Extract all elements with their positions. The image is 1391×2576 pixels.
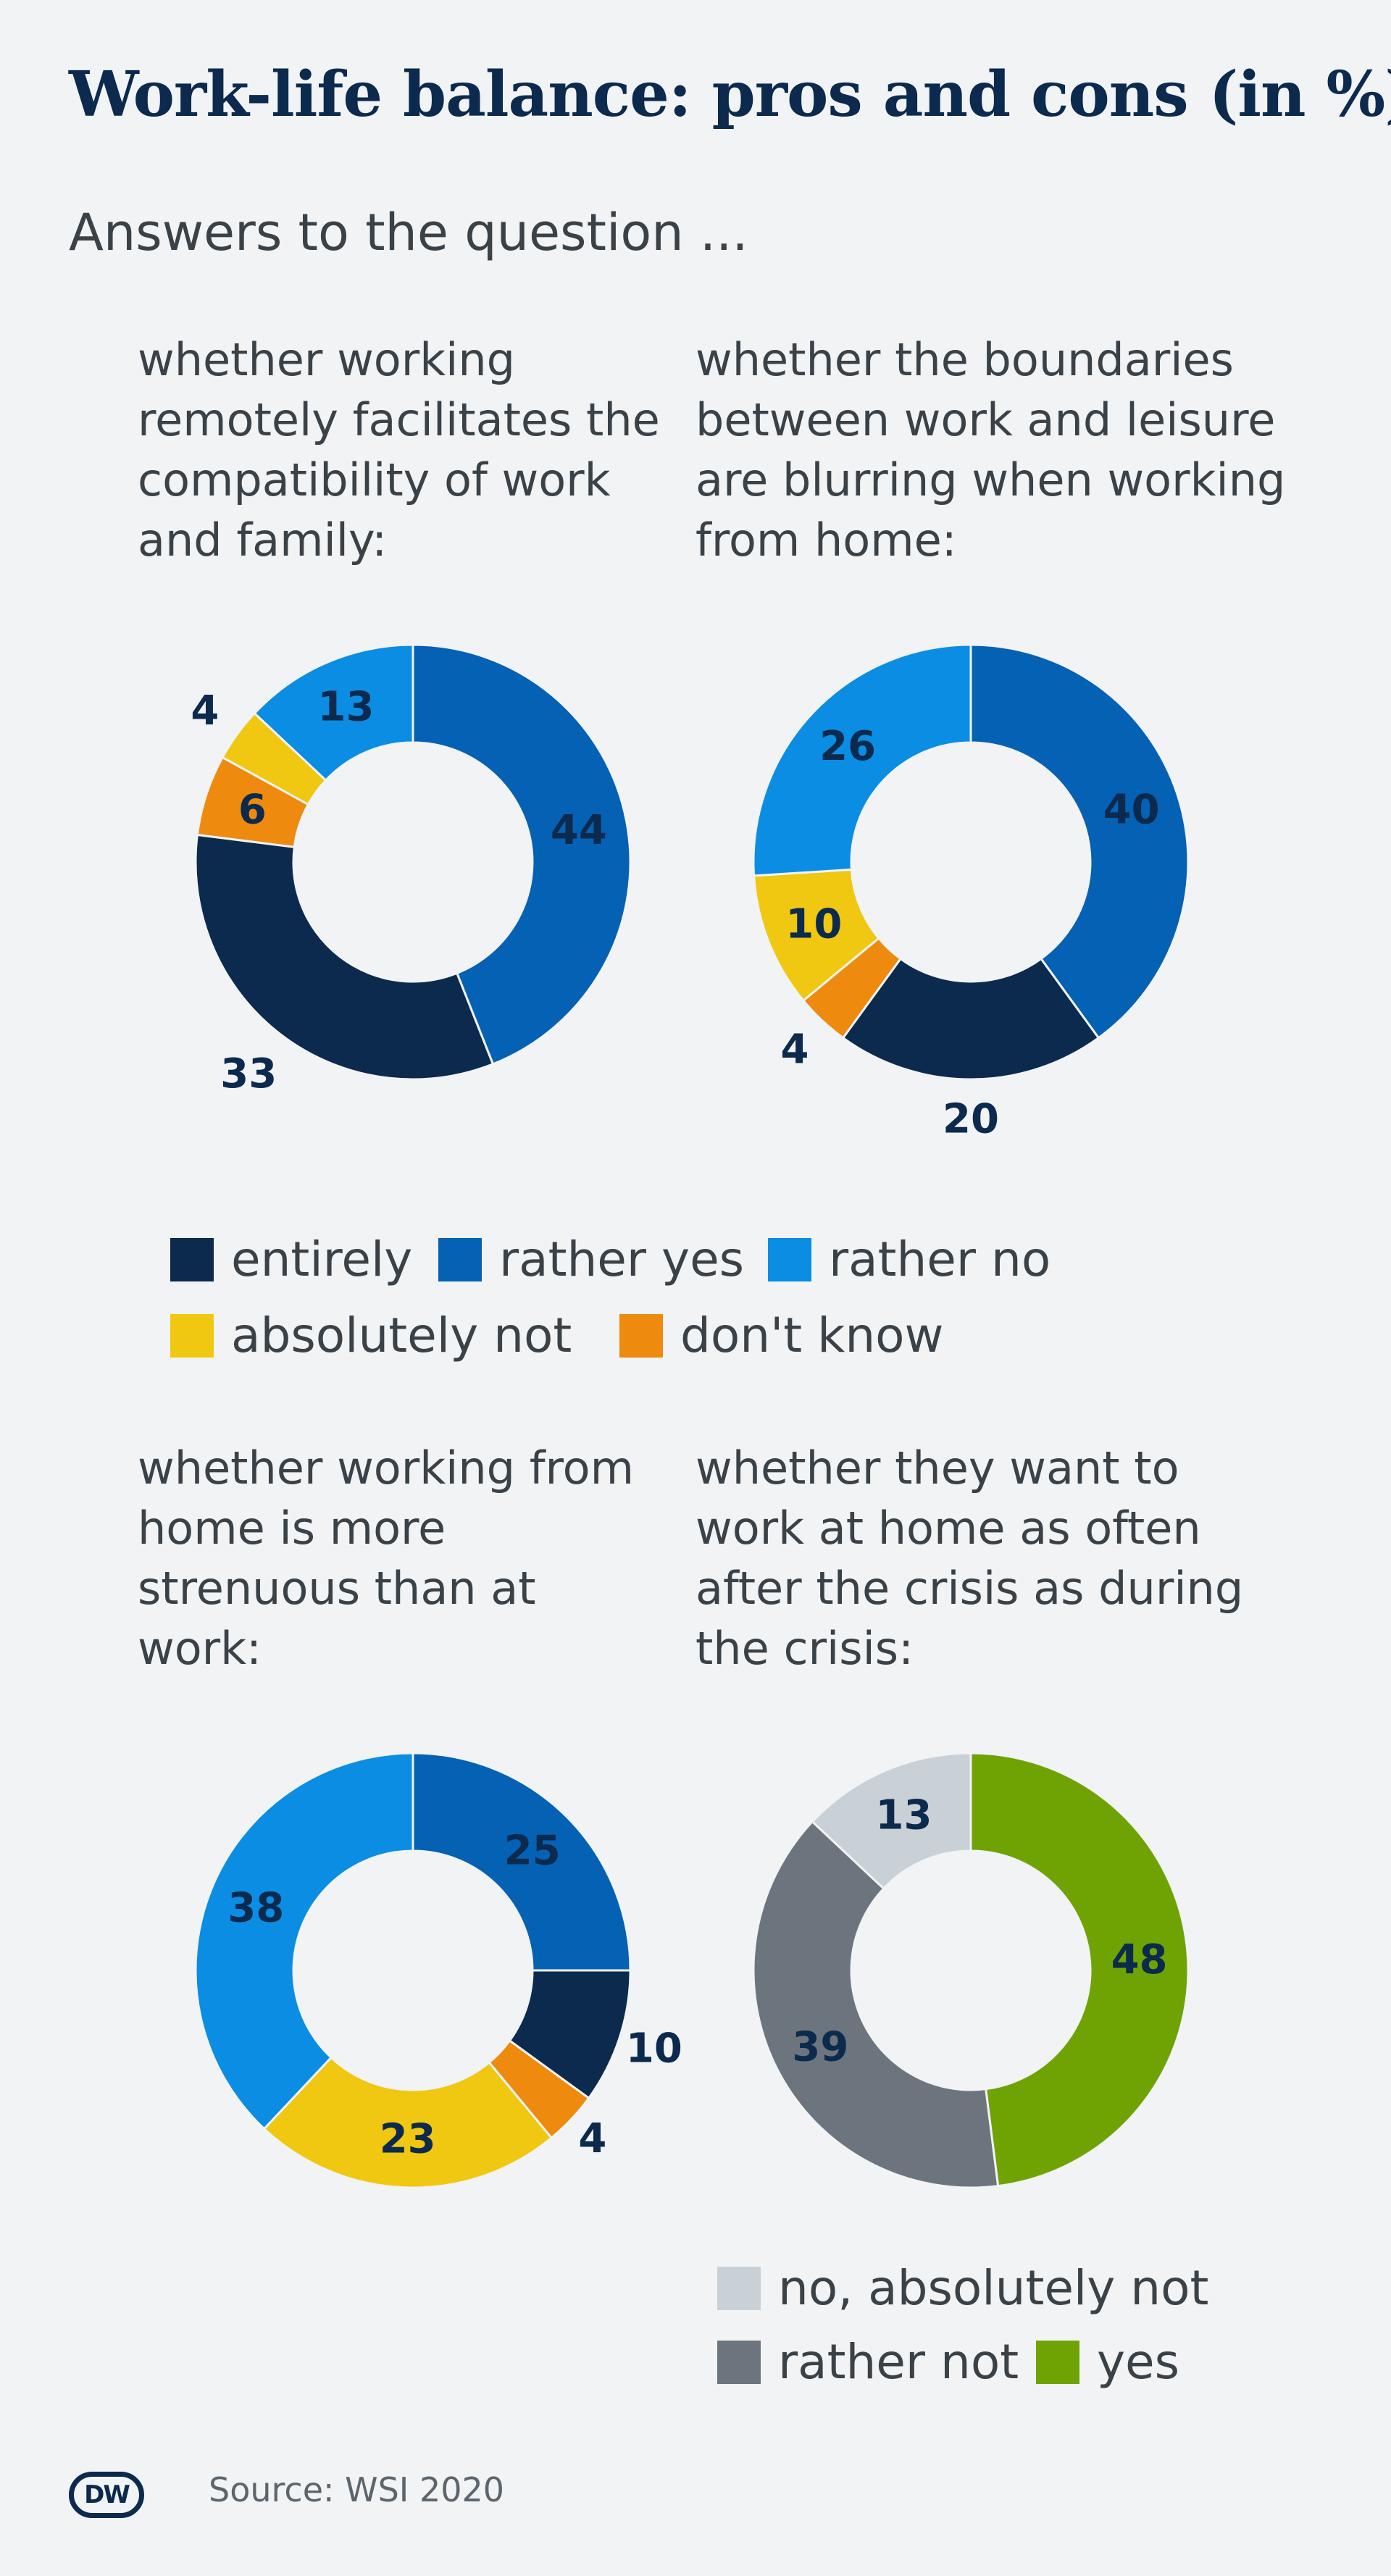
- donut-chart-4: 48 39 13: [752, 1752, 1190, 2189]
- data-label-rather-no: 13: [317, 684, 374, 731]
- data-label-entirely: 20: [943, 1096, 999, 1143]
- legend-swatch: [619, 1313, 663, 1358]
- data-label-rather-yes: 44: [551, 807, 607, 854]
- legend-item-rather-no: rather no: [768, 1231, 1050, 1287]
- donut-slice-no-absolutely-not: [811, 1752, 972, 1891]
- donut-slice-entirely: [841, 957, 1100, 1081]
- legend-swatch: [717, 2340, 761, 2384]
- donut-chart-1: 44 33 6 4 13: [191, 643, 632, 1097]
- data-label-absolutely-not: 10: [785, 900, 842, 948]
- legend-label: yes: [1097, 2334, 1180, 2390]
- legend-item-rather-yes: rather yes: [438, 1231, 744, 1287]
- question-4: whether they want to work at home as oft…: [696, 1442, 1244, 1675]
- legend-swatch: [1036, 2340, 1079, 2384]
- donut-slice-absolutely-not: [262, 2056, 554, 2189]
- data-label-rather-not: 39: [792, 2023, 848, 2070]
- donut-chart-2: 40 20 4 10 26: [752, 643, 1190, 1143]
- data-label-absolutely-not: 4: [191, 687, 219, 735]
- data-label-don-t-know: 4: [578, 2115, 606, 2162]
- data-label-rather-no: 38: [227, 1885, 284, 1932]
- donut-slice-rather-no: [194, 1752, 414, 2130]
- legend-item-absolutely-not: absolutely not: [170, 1308, 572, 1363]
- data-label-don-t-know: 6: [238, 786, 267, 833]
- legend-item-dont-know: don't know: [619, 1308, 944, 1363]
- donut-slice-rather-yes: [412, 643, 632, 1066]
- legend-item-rather-not: rather not: [717, 2334, 1019, 2390]
- legend-swatch: [717, 2266, 761, 2310]
- question-2: whether the boundaries between work and …: [696, 333, 1286, 566]
- source-note: Source: WSI 2020: [209, 2470, 505, 2509]
- subtitle: Answers to the question ...: [69, 203, 748, 262]
- legend-swatch: [768, 1237, 811, 1281]
- data-label-absolutely-not: 23: [380, 2115, 436, 2162]
- donut-chart-3: 25 10 4 23 38: [194, 1752, 682, 2189]
- data-label-yes: 48: [1111, 1936, 1168, 1983]
- legend-swatch: [170, 1237, 214, 1281]
- legend-label: rather yes: [499, 1231, 745, 1287]
- legend-label: absolutely not: [231, 1308, 572, 1363]
- legend-label: rather no: [829, 1231, 1051, 1287]
- donut-slice-rather-yes: [969, 643, 1190, 1040]
- legend-label: no, absolutely not: [778, 2260, 1209, 2316]
- chart-title: Work-life balance: pros and cons (in %): [69, 58, 1391, 131]
- donut-slice-rather-no: [253, 643, 414, 782]
- data-label-rather-yes: 25: [504, 1828, 561, 1875]
- dw-logo: DW: [69, 2472, 144, 2518]
- data-label-rather-yes: 40: [1103, 786, 1160, 833]
- data-label-rather-no: 26: [819, 723, 876, 770]
- donut-slice-entirely: [194, 833, 495, 1081]
- legend-label: don't know: [680, 1308, 944, 1363]
- legend-swatch: [438, 1237, 482, 1281]
- question-1: whether working remotely facilitates the…: [138, 333, 660, 566]
- legend-item-yes: yes: [1036, 2334, 1179, 2390]
- donut-slice-yes: [969, 1752, 1190, 2188]
- donut-slice-rather-no: [752, 643, 972, 877]
- data-label-don-t-know: 4: [781, 1026, 809, 1073]
- question-3: whether working from home is more strenu…: [138, 1442, 634, 1675]
- data-label-entirely: 33: [220, 1050, 277, 1097]
- legend-swatch: [170, 1313, 214, 1358]
- legend-item-entirely: entirely: [170, 1231, 412, 1287]
- legend-label: entirely: [231, 1231, 413, 1287]
- legend-item-no-absolutely-not: no, absolutely not: [717, 2260, 1208, 2316]
- data-label-entirely: 10: [626, 2025, 682, 2073]
- donut-slice-rather-not: [752, 1820, 1000, 2189]
- legend-label: rather not: [778, 2334, 1019, 2390]
- donut-slice-rather-yes: [412, 1752, 632, 1972]
- data-label-no-absolutely-not: 13: [875, 1792, 932, 1839]
